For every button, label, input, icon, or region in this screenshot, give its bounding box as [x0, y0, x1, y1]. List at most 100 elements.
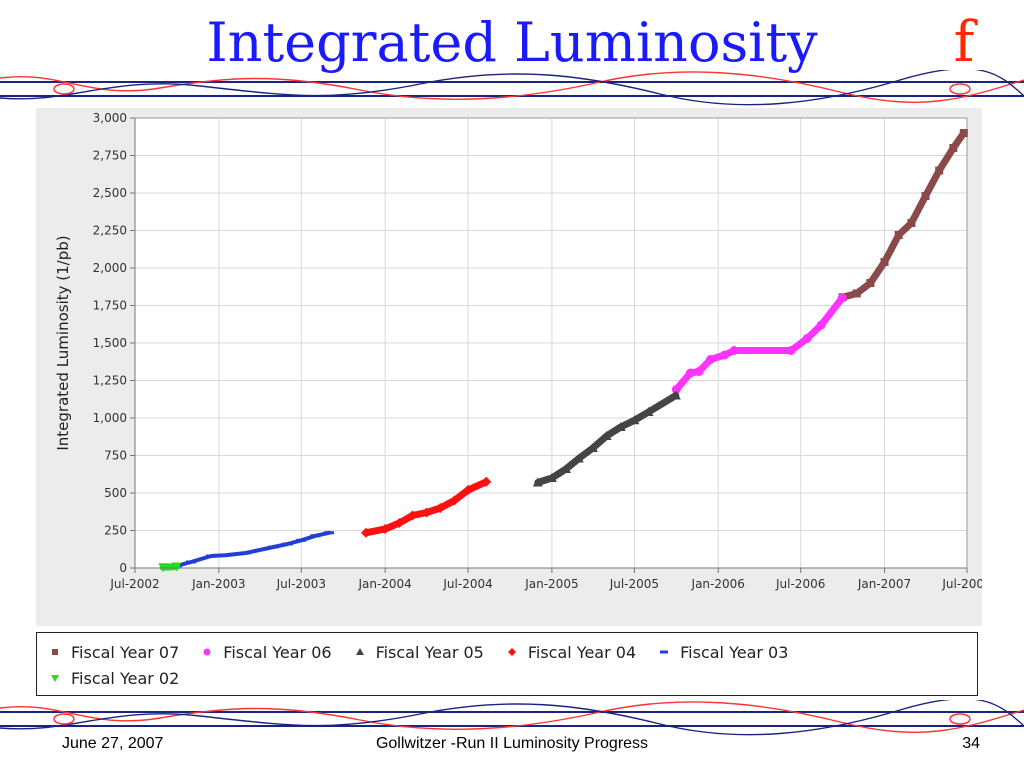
data-point	[643, 407, 654, 416]
data-point	[949, 144, 958, 152]
legend-item: Fiscal Year 02	[47, 669, 179, 688]
legend-item: Fiscal Year 07	[47, 643, 179, 662]
legend-item: Fiscal Year 06	[199, 642, 332, 662]
legend-label: Fiscal Year 02	[71, 668, 180, 688]
legend-swatch-icon	[660, 650, 669, 654]
data-point	[407, 510, 418, 521]
x-tick-label: Jul-2003	[276, 577, 326, 591]
series-trail	[174, 530, 332, 568]
x-tick-label: Jan-2006	[691, 577, 745, 591]
y-tick-label: 2,000	[93, 261, 127, 275]
data-point	[720, 350, 730, 360]
data-point	[561, 464, 572, 473]
y-tick-label: 2,500	[93, 186, 127, 200]
legend-swatch-icon	[507, 648, 516, 656]
data-point	[206, 554, 217, 558]
slide-title: Integrated Luminosity	[206, 11, 818, 74]
data-point	[449, 495, 460, 506]
data-point	[361, 527, 372, 538]
x-tick-label: Jul-2002	[109, 577, 159, 591]
data-point	[729, 346, 739, 355]
data-point	[220, 553, 231, 557]
x-tick-label: Jan-2007	[857, 577, 911, 591]
data-point	[894, 231, 903, 239]
decorative-wave-rule-bottom	[0, 700, 1024, 736]
data-point	[546, 473, 557, 482]
data-point	[629, 415, 640, 425]
data-point	[587, 443, 598, 452]
data-point	[435, 503, 446, 513]
data-point	[310, 534, 321, 538]
y-tick-label: 0	[119, 561, 127, 575]
data-point	[671, 385, 681, 394]
series-fiscal-year-06	[671, 293, 847, 394]
data-point	[463, 485, 474, 495]
y-tick-label: 1,000	[93, 411, 127, 425]
plot-area	[134, 117, 968, 569]
plot-panel: 0 250 500 750 1,000 1,250 1,500 1,750 2,000 2,250…	[36, 108, 982, 626]
legend-swatch-icon	[203, 648, 211, 656]
data-point	[685, 368, 695, 378]
data-point	[324, 531, 335, 535]
footer-title: Gollwitzer -Run II Luminosity Progress	[375, 735, 649, 752]
data-point	[282, 542, 293, 546]
data-point	[532, 477, 543, 487]
data-point	[705, 355, 715, 364]
legend-item: Fiscal Year 05	[352, 643, 484, 662]
data-point	[670, 390, 681, 400]
series-fiscal-year-04	[361, 476, 492, 538]
x-tick-label: Jul-2006	[775, 577, 825, 591]
logo-icon: f	[953, 10, 975, 75]
data-point	[816, 320, 826, 330]
data-point	[601, 431, 612, 440]
data-point	[935, 166, 944, 175]
legend-item: Fiscal Year 03	[656, 643, 788, 662]
data-point	[786, 346, 796, 355]
y-axis-label: Integrated Luminosity (1/pb)	[54, 235, 72, 450]
data-point	[837, 293, 847, 303]
legend-row: Fiscal Year 07 Fiscal Year 06 Fiscal Year …	[47, 639, 967, 665]
legend-swatch-icon	[51, 675, 59, 682]
x-tick-label: Jul-2007	[941, 577, 982, 591]
luminosity-chart: 0 250 500 750 1,000 1,250 1,500 1,750 2,000 2,250…	[54, 111, 982, 591]
data-point	[880, 258, 889, 266]
y-tick-label: 1,250	[93, 374, 127, 388]
data-point	[186, 560, 197, 564]
data-point	[866, 279, 875, 287]
legend-item: Fiscal Year 04	[504, 643, 636, 662]
data-point	[907, 219, 916, 227]
y-tick-label: 2,250	[93, 224, 127, 238]
y-tick-label: 2,750	[93, 149, 127, 163]
data-point	[481, 476, 492, 487]
data-point	[921, 192, 930, 200]
legend-label: Fiscal Year 03	[680, 642, 789, 662]
series-trail	[839, 129, 968, 301]
y-tick-label: 750	[104, 449, 127, 463]
page-number: 34	[962, 735, 980, 752]
data-point	[615, 422, 626, 431]
chart-legend: Fiscal Year 07 Fiscal Year 06 Fiscal Year …	[36, 632, 978, 696]
legend-swatch-icon	[52, 649, 58, 655]
y-tick-label: 1,500	[93, 336, 127, 350]
data-point	[852, 289, 861, 298]
legend-row: Fiscal Year 02	[47, 665, 967, 691]
y-tick-label: 1,750	[93, 299, 127, 313]
x-tick-label: Jan-2005	[524, 577, 578, 591]
y-tick-label: 3,000	[93, 111, 127, 125]
data-point	[421, 507, 432, 518]
y-tick-label: 500	[104, 486, 127, 500]
x-tick-label: Jan-2003	[191, 577, 245, 591]
data-point	[802, 334, 812, 343]
x-tick-label: Jul-2005	[609, 577, 659, 591]
series-fiscal-year-05	[532, 390, 681, 487]
footer-date: June 27, 2007	[62, 735, 164, 752]
legend-label: Fiscal Year 07	[71, 642, 180, 662]
decorative-wave-rule-top	[0, 70, 1024, 106]
data-point	[268, 545, 279, 549]
data-point	[394, 518, 405, 528]
legend-label: Fiscal Year 06	[223, 642, 332, 662]
legend-swatch-icon	[355, 648, 364, 655]
data-point	[573, 453, 584, 463]
data-point	[959, 129, 968, 137]
axes: 0 250 500 750 1,000 1,250 1,500 1,750 2,000 2,250…	[93, 111, 982, 591]
